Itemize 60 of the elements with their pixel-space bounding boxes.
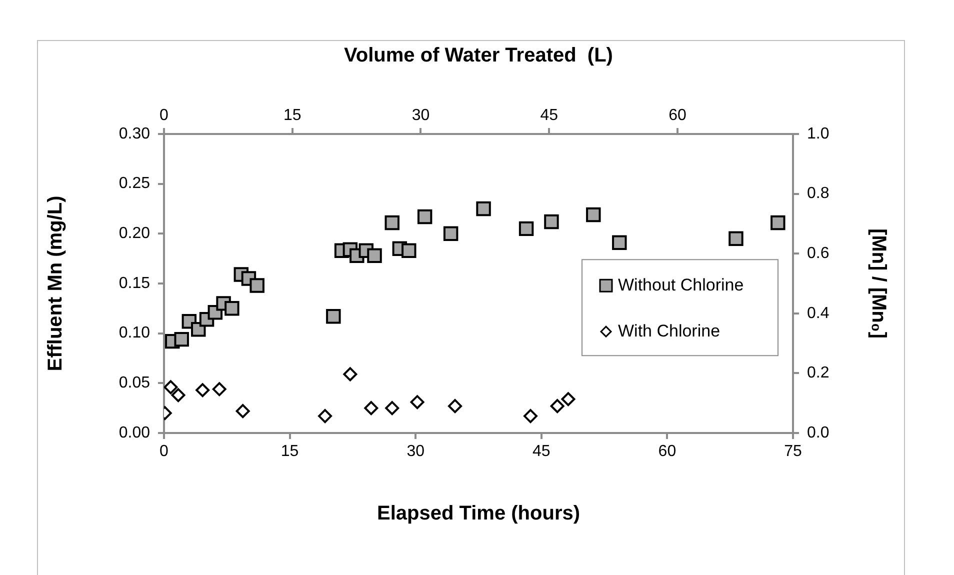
x-tick-label: 30 <box>406 443 425 460</box>
y2-tick-label: 0.0 <box>807 424 830 442</box>
point <box>544 214 559 230</box>
point <box>364 401 378 416</box>
point <box>443 226 458 242</box>
x-tick-label: 75 <box>784 443 802 460</box>
point <box>476 201 491 216</box>
point <box>196 383 210 398</box>
point <box>728 231 744 246</box>
x-tick-label: 60 <box>658 443 676 460</box>
point <box>385 401 400 416</box>
legend-label: With Chlorine <box>618 321 720 340</box>
legend-label: Without Chlorine <box>618 275 744 294</box>
point <box>224 301 240 316</box>
y2-tick-label: 1.0 <box>807 125 830 142</box>
point <box>318 409 332 424</box>
x2-axis-title: Volume of Water Treated (L) <box>344 44 613 67</box>
point <box>326 309 341 324</box>
x2-tick-label: 45 <box>540 106 558 124</box>
y-tick-label: 0.05 <box>118 374 150 392</box>
x-tick-label: 45 <box>532 443 550 460</box>
x2-tick-label: 0 <box>160 106 169 124</box>
x-axis-title: Elapsed Time (hours) <box>376 502 580 525</box>
x2-tick-label: 15 <box>283 106 302 124</box>
point <box>448 399 462 414</box>
point <box>384 215 400 230</box>
point <box>523 409 538 424</box>
y2-tick-label: 0.2 <box>807 364 830 382</box>
y-tick-label: 0.30 <box>118 125 150 142</box>
point <box>410 395 424 410</box>
point <box>612 235 627 250</box>
point <box>250 278 264 293</box>
point <box>164 380 178 394</box>
y-axis-title: Effluent Mn (mg/L) <box>44 196 67 372</box>
point <box>174 332 189 347</box>
point <box>212 382 226 396</box>
y2-tick-label: 0.8 <box>807 185 830 202</box>
y2-tick-label: 0.6 <box>807 245 830 262</box>
point <box>518 221 534 236</box>
point <box>770 215 786 230</box>
point <box>402 243 416 258</box>
point <box>343 367 358 382</box>
y-tick-label: 0.00 <box>118 424 150 442</box>
y2-tick-label: 0.4 <box>807 304 830 322</box>
y-tick-label: 0.10 <box>118 324 150 342</box>
x-tick-label: 15 <box>280 443 299 460</box>
point <box>367 248 382 263</box>
y-tick-label: 0.15 <box>118 274 150 292</box>
point <box>550 399 564 414</box>
point <box>171 388 186 402</box>
y2-axis-title: [Mn] / [Mn₀] <box>867 228 890 339</box>
x2-tick-label: 30 <box>412 106 430 124</box>
point <box>586 207 601 222</box>
point <box>236 404 250 418</box>
x-tick-label: 0 <box>160 443 169 460</box>
point <box>561 392 576 406</box>
point <box>417 209 432 224</box>
y-tick-label: 0.25 <box>118 175 150 192</box>
y-tick-label: 0.20 <box>118 225 150 242</box>
x2-tick-label: 60 <box>668 106 686 124</box>
